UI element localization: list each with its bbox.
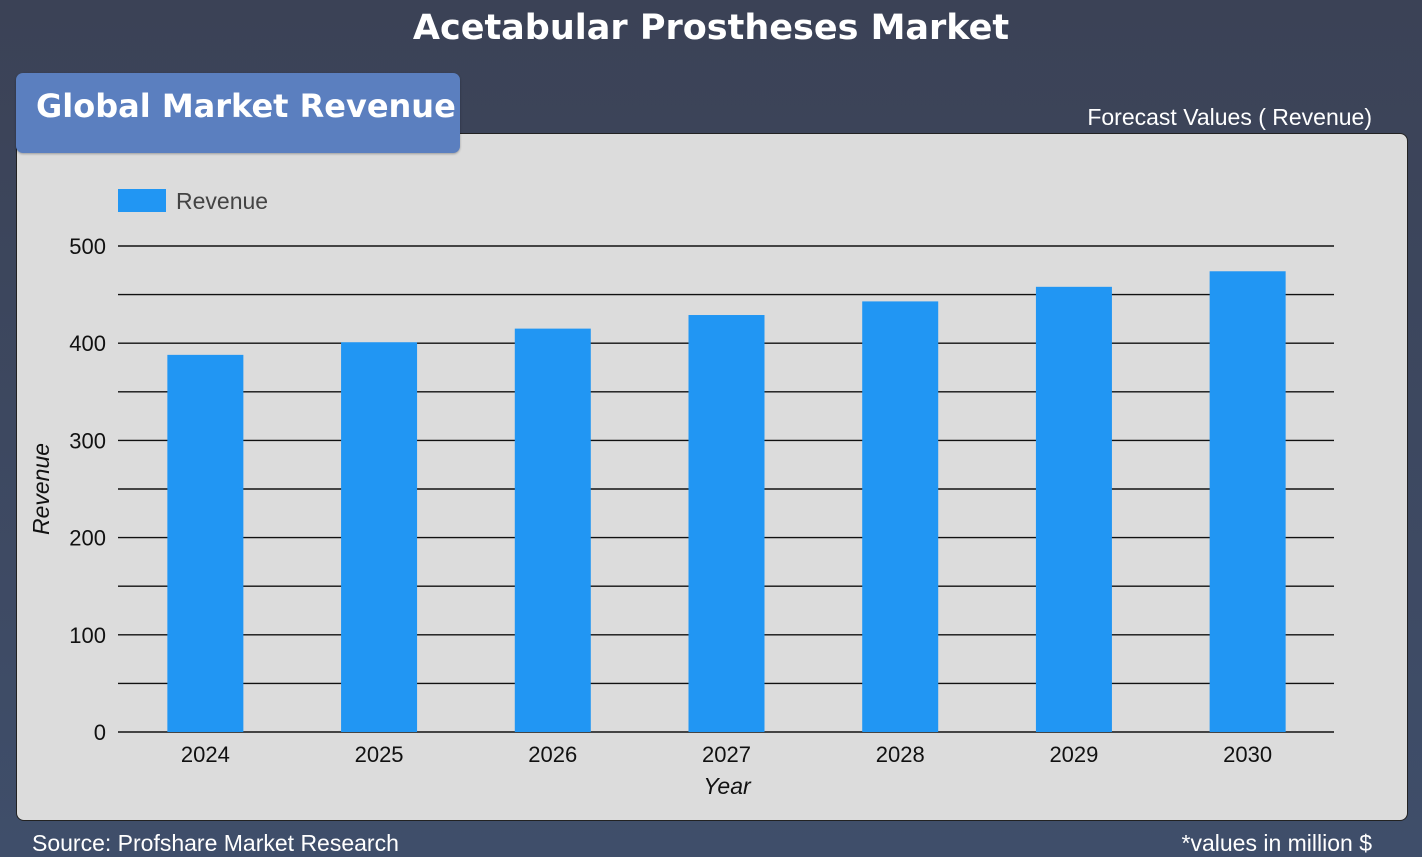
bar-2030 xyxy=(1209,271,1286,732)
x-tick-label: 2026 xyxy=(528,742,577,767)
bar-2024 xyxy=(167,354,244,732)
x-tick-label: 2025 xyxy=(355,742,404,767)
x-tick-label: 2028 xyxy=(876,742,925,767)
forecast-label: Forecast Values ( Revenue) xyxy=(1087,104,1372,130)
bars xyxy=(167,271,1286,732)
units-note: *values in million $ xyxy=(1181,830,1372,856)
source-note: Source: Profshare Market Research xyxy=(32,830,399,856)
bar-2027 xyxy=(688,315,765,732)
y-tick-label: 300 xyxy=(69,428,106,453)
bar-2026 xyxy=(514,328,591,732)
y-tick-label: 100 xyxy=(69,623,106,648)
legend-swatch xyxy=(118,189,166,212)
legend: Revenue xyxy=(118,188,268,214)
x-tick-label: 2027 xyxy=(702,742,751,767)
page-title: Acetabular Prostheses Market xyxy=(412,8,1010,48)
legend-label: Revenue xyxy=(176,188,268,214)
y-tick-labels: 0 100 200 300 400 500 xyxy=(69,234,106,745)
y-tick-label: 0 xyxy=(94,720,106,745)
bar-2029 xyxy=(1035,286,1112,732)
bar-2028 xyxy=(862,301,939,732)
panel-tab-label: Global Market Revenue xyxy=(36,87,456,125)
y-tick-label: 200 xyxy=(69,526,106,551)
y-axis-title: Revenue xyxy=(28,443,54,535)
x-axis-title: Year xyxy=(703,773,752,799)
x-tick-label: 2029 xyxy=(1049,742,1098,767)
panel-tab: Global Market Revenue xyxy=(16,73,460,153)
x-tick-label: 2030 xyxy=(1223,742,1272,767)
x-tick-labels: 2024 2025 2026 2027 2028 2029 2030 xyxy=(181,742,1272,767)
y-tick-label: 400 xyxy=(69,331,106,356)
bar-2025 xyxy=(341,342,418,732)
x-tick-label: 2024 xyxy=(181,742,230,767)
y-tick-label: 500 xyxy=(69,234,106,259)
